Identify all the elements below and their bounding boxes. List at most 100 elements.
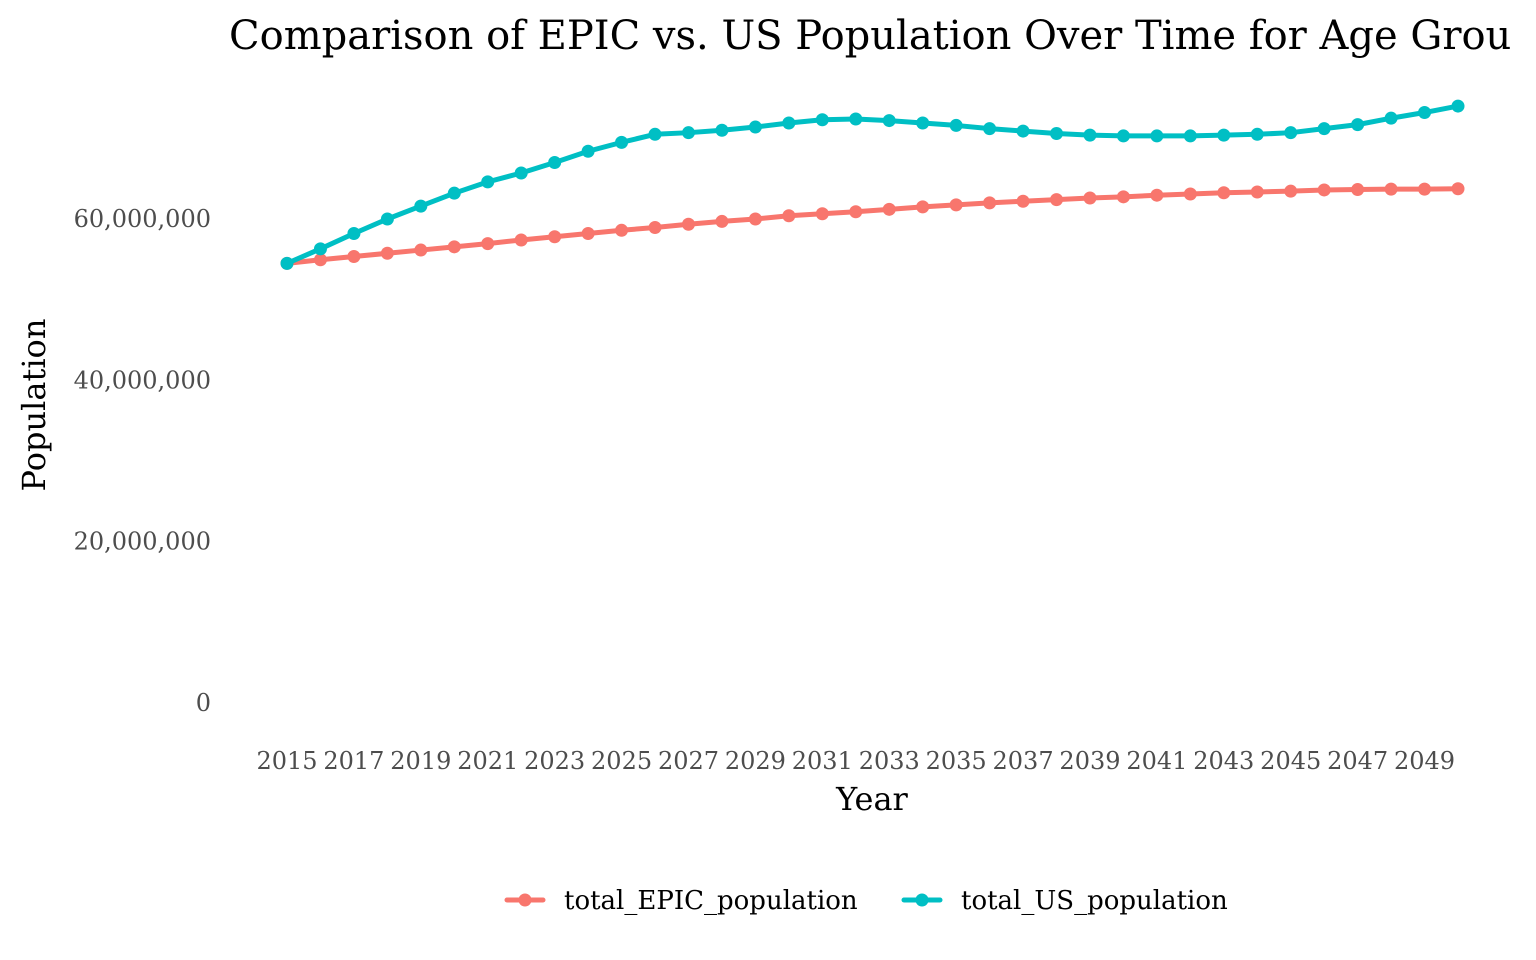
- data-point-total-epic-population: [983, 196, 997, 210]
- data-point-total-epic-population: [414, 243, 428, 257]
- data-point-total-us-population: [1384, 111, 1398, 125]
- data-point-total-us-population: [615, 135, 629, 149]
- data-point-total-us-population: [1083, 128, 1097, 142]
- x-tick-label: 2037: [993, 747, 1054, 775]
- data-point-total-epic-population: [1217, 186, 1231, 200]
- x-tick-label: 2029: [725, 747, 786, 775]
- legend-key-point: [518, 893, 532, 907]
- data-point-total-us-population: [949, 118, 963, 132]
- data-point-total-epic-population: [1418, 182, 1432, 196]
- x-tick-label: 2033: [859, 747, 920, 775]
- legend: total_EPIC_population total_US_population: [504, 886, 1228, 916]
- data-point-total-us-population: [1284, 126, 1298, 140]
- legend-item-total-us-population: total_US_population: [901, 886, 1228, 916]
- data-point-total-epic-population: [1183, 187, 1197, 201]
- data-point-total-us-population: [782, 116, 796, 130]
- data-point-total-us-population: [581, 144, 595, 158]
- data-point-total-us-population: [983, 122, 997, 136]
- y-axis-title: Population: [15, 319, 53, 492]
- x-tick-label: 2039: [1059, 747, 1120, 775]
- x-tick-label: 2035: [926, 747, 987, 775]
- data-point-total-us-population: [1250, 127, 1264, 141]
- data-point-total-us-population: [748, 120, 762, 134]
- data-point-total-epic-population: [849, 205, 863, 219]
- data-point-total-epic-population: [347, 250, 361, 264]
- legend-label: total_US_population: [961, 886, 1228, 916]
- data-point-total-us-population: [380, 212, 394, 226]
- data-point-total-epic-population: [681, 217, 695, 231]
- series-line-total-us-population: [284, 103, 1461, 266]
- data-point-total-epic-population: [1351, 183, 1365, 197]
- x-tick-label: 2017: [323, 747, 384, 775]
- data-point-total-us-population: [882, 114, 896, 128]
- data-point-total-epic-population: [1451, 182, 1465, 196]
- x-tick-label: 2027: [658, 747, 719, 775]
- data-point-total-us-population: [815, 113, 829, 127]
- data-point-total-us-population: [1050, 126, 1064, 140]
- data-point-total-us-population: [280, 256, 294, 270]
- y-tick-label: 40,000,000: [74, 366, 211, 394]
- data-point-total-epic-population: [949, 198, 963, 212]
- data-point-total-epic-population: [1083, 191, 1097, 205]
- x-tick-label: 2019: [390, 747, 451, 775]
- data-point-total-epic-population: [615, 223, 629, 237]
- data-point-total-us-population: [648, 127, 662, 141]
- data-point-total-epic-population: [1016, 194, 1030, 208]
- data-point-total-us-population: [313, 242, 327, 256]
- series-total-us-population: [280, 99, 1465, 270]
- x-tick-label: 2031: [792, 747, 853, 775]
- data-point-total-us-population: [1016, 124, 1030, 138]
- data-point-total-us-population: [1317, 122, 1331, 136]
- data-point-total-epic-population: [1116, 190, 1130, 204]
- data-point-total-us-population: [514, 166, 528, 180]
- data-point-total-epic-population: [815, 207, 829, 221]
- data-point-total-us-population: [1217, 128, 1231, 142]
- x-axis-ticks: 2015 2017 2019 2021 2023 2025 2027 2029 2031 2033…: [256, 747, 1455, 775]
- x-tick-label: 2023: [524, 747, 585, 775]
- data-point-total-epic-population: [313, 253, 327, 267]
- data-point-total-epic-population: [581, 227, 595, 241]
- data-point-total-epic-population: [548, 230, 562, 244]
- x-axis-title: Year: [835, 780, 908, 818]
- legend-item-total-epic-population: total_EPIC_population: [504, 886, 858, 916]
- data-point-total-us-population: [715, 123, 729, 137]
- data-point-total-epic-population: [882, 202, 896, 216]
- data-point-total-epic-population: [748, 212, 762, 226]
- y-tick-label: 60,000,000: [74, 205, 211, 233]
- data-point-total-epic-population: [1050, 193, 1064, 207]
- data-point-total-epic-population: [514, 233, 528, 247]
- data-point-total-epic-population: [1150, 188, 1164, 202]
- data-point-total-us-population: [849, 112, 863, 126]
- data-point-total-epic-population: [648, 220, 662, 234]
- y-tick-label: 20,000,000: [74, 528, 211, 556]
- x-tick-label: 2021: [457, 747, 518, 775]
- data-point-total-epic-population: [447, 240, 461, 254]
- data-point-total-us-population: [1183, 129, 1197, 143]
- data-point-total-epic-population: [380, 246, 394, 260]
- data-point-total-us-population: [1351, 118, 1365, 132]
- x-tick-label: 2025: [591, 747, 652, 775]
- series-line-total-epic-population: [284, 186, 1461, 266]
- data-point-total-us-population: [681, 126, 695, 140]
- x-tick-label: 2047: [1327, 747, 1388, 775]
- chart-title: Comparison of EPIC vs. US Population Ove…: [229, 13, 1511, 59]
- x-tick-label: 2015: [256, 747, 317, 775]
- data-point-total-us-population: [548, 156, 562, 170]
- x-tick-label: 2045: [1260, 747, 1321, 775]
- y-tick-label: 0: [196, 689, 211, 717]
- data-point-total-epic-population: [782, 209, 796, 223]
- data-point-total-us-population: [347, 227, 361, 241]
- x-tick-label: 2043: [1193, 747, 1254, 775]
- data-point-total-epic-population: [1384, 182, 1398, 196]
- y-axis-ticks: 0 20,000,000 40,000,000 60,000,000: [74, 205, 211, 717]
- data-point-total-us-population: [916, 116, 930, 130]
- data-point-total-us-population: [1116, 129, 1130, 143]
- data-point-total-epic-population: [916, 200, 930, 214]
- data-point-total-epic-population: [1317, 183, 1331, 197]
- data-point-total-epic-population: [1250, 185, 1264, 199]
- series-layer: [280, 99, 1465, 270]
- data-point-total-us-population: [1418, 106, 1432, 120]
- data-point-total-us-population: [447, 186, 461, 200]
- data-point-total-us-population: [1150, 129, 1164, 143]
